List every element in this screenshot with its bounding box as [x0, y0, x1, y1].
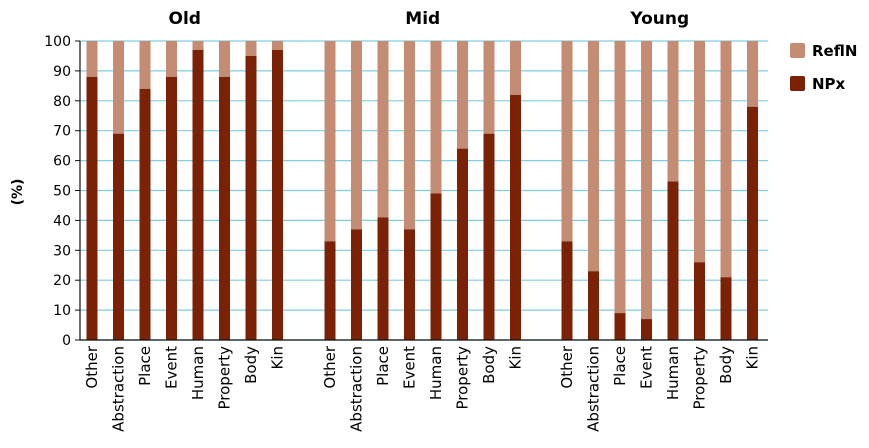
bar-refln — [667, 41, 679, 182]
bar-refln — [219, 41, 230, 77]
bar-refln — [457, 41, 468, 149]
bar-refln — [139, 41, 151, 89]
bar-npx — [113, 133, 124, 340]
x-category-label: Human — [189, 346, 207, 400]
y-tick-label: 30 — [53, 243, 71, 259]
bar-npx — [561, 241, 573, 340]
bar-npx — [219, 76, 230, 340]
bar-npx — [245, 55, 257, 340]
bar-npx — [351, 229, 362, 340]
y-axis: 0 10 20 30 40 50 60 70 80 90 100 — [44, 34, 768, 349]
x-category-label: Place — [374, 346, 392, 386]
y-tick-label: 70 — [53, 124, 71, 140]
legend-swatch-npx — [790, 76, 805, 91]
bar-refln — [483, 41, 495, 134]
bar-refln — [404, 41, 415, 230]
x-category-label: Place — [136, 346, 154, 386]
bar-refln — [720, 41, 732, 278]
x-category-label: Human — [427, 346, 445, 400]
bar-refln — [430, 41, 442, 194]
bar-refln — [245, 41, 257, 56]
bar-refln — [351, 41, 362, 230]
x-category-label: Kin — [507, 346, 525, 370]
legend-label: NPx — [812, 75, 846, 93]
bar-refln — [588, 41, 599, 272]
x-category-label: Other — [321, 345, 339, 388]
bar-npx — [747, 106, 758, 340]
bar-refln — [192, 41, 204, 50]
bar-npx — [377, 217, 389, 340]
bar-refln — [377, 41, 389, 218]
y-axis-label: (%) — [10, 179, 26, 206]
bar-refln — [510, 41, 521, 95]
bar-refln — [113, 41, 124, 134]
bar-npx — [483, 133, 495, 340]
x-category-label: Kin — [269, 346, 287, 370]
bar-npx — [694, 262, 705, 340]
y-tick-label: 80 — [53, 94, 71, 110]
bar-npx — [510, 94, 521, 340]
x-category-label: Property — [691, 346, 709, 410]
bar-npx — [192, 49, 204, 340]
x-category-label: Body — [480, 346, 498, 384]
legend-label: ReflN — [812, 42, 857, 60]
x-category-label: Human — [664, 346, 682, 400]
bar-refln — [641, 41, 652, 320]
x-category-label: Property — [216, 346, 234, 410]
bar-npx — [614, 313, 626, 340]
y-tick-label: 20 — [53, 273, 71, 289]
bar-refln — [614, 41, 626, 314]
bar-npx — [641, 319, 652, 340]
bar-refln — [694, 41, 705, 263]
y-tick-label: 40 — [53, 213, 71, 229]
legend: ReflN NPx — [790, 42, 857, 93]
x-category-label: Other — [83, 345, 101, 388]
bar-npx — [324, 241, 336, 340]
grid-lines — [80, 40, 768, 341]
x-category-label: Other — [558, 345, 576, 388]
legend-swatch-refln — [790, 43, 805, 58]
x-category-label: Property — [454, 346, 472, 410]
bar-refln — [272, 41, 283, 50]
x-category-label: Place — [611, 346, 629, 386]
bar-npx — [667, 181, 679, 340]
category-labels: Other Abstraction Place Event Human Property B… — [83, 345, 762, 432]
y-tick-label: 0 — [62, 333, 71, 349]
y-tick-label: 90 — [53, 64, 71, 80]
x-category-label: Abstraction — [110, 346, 128, 432]
bar-npx — [457, 148, 468, 340]
panel-titles: Old Mid Young — [169, 9, 690, 29]
x-category-label: Event — [163, 346, 181, 389]
y-tick-label: 100 — [44, 34, 71, 50]
bar-npx — [139, 88, 151, 340]
bar-npx — [588, 271, 599, 340]
y-tick-label: 60 — [53, 154, 71, 170]
bar-npx — [430, 193, 442, 340]
panel-title: Mid — [405, 9, 440, 29]
bar-npx — [272, 49, 283, 340]
bar-refln — [747, 41, 758, 107]
panel-title: Young — [629, 9, 689, 29]
x-category-label: Abstraction — [585, 346, 603, 432]
bar-refln — [561, 41, 573, 242]
panel-title: Old — [169, 9, 201, 29]
bar-npx — [166, 76, 177, 340]
x-category-label: Event — [401, 346, 419, 389]
bar-refln — [166, 41, 177, 77]
bar-npx — [404, 229, 415, 340]
x-category-label: Event — [638, 346, 656, 389]
bars — [86, 41, 758, 340]
bar-npx — [720, 277, 732, 340]
bar-refln — [324, 41, 336, 242]
x-category-label: Abstraction — [348, 346, 366, 432]
x-category-label: Kin — [744, 346, 762, 370]
bar-refln — [86, 41, 98, 77]
x-category-label: Body — [717, 346, 735, 384]
y-tick-label: 10 — [53, 303, 71, 319]
y-tick-label: 50 — [53, 184, 71, 200]
x-category-label: Body — [242, 346, 260, 384]
bar-npx — [86, 76, 98, 340]
